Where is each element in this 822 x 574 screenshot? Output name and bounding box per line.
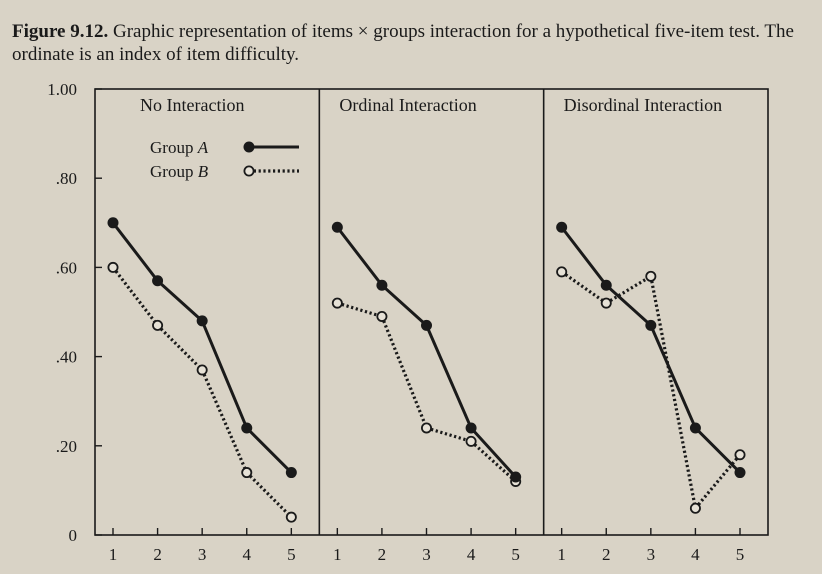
series-segment xyxy=(156,324,204,372)
figure-label: Figure 9.12. xyxy=(12,21,109,42)
data-point-group-a xyxy=(600,279,612,291)
series-group-b xyxy=(556,266,746,514)
data-point-group-a xyxy=(152,275,164,287)
data-point-group-b xyxy=(196,364,208,376)
data-point-group-a xyxy=(556,221,568,233)
series-segment xyxy=(649,276,697,509)
series-segment xyxy=(469,426,517,479)
x-tick-label: 5 xyxy=(287,545,296,564)
data-point-group-b xyxy=(376,310,388,322)
series-segment xyxy=(156,279,204,323)
series-segment xyxy=(200,320,249,429)
data-point-group-a xyxy=(376,279,388,291)
panel-3: Disordinal Interaction 1 2 3 4 5 xyxy=(556,95,746,564)
panel-2: Ordinal Interaction 1 2 3 4 5 xyxy=(331,95,522,564)
series-segment xyxy=(694,426,742,474)
data-point-group-b xyxy=(556,266,568,278)
series-segment xyxy=(425,324,473,429)
data-point-group-a xyxy=(107,217,119,229)
series-segment xyxy=(426,426,472,443)
series-group-b xyxy=(107,261,297,523)
x-tick-label: 2 xyxy=(378,545,387,564)
data-point-group-b xyxy=(241,467,253,479)
series-segment xyxy=(470,440,517,483)
y-tick-label: 0 xyxy=(69,526,78,545)
data-point-group-a xyxy=(510,471,522,483)
x-tick-label: 2 xyxy=(153,545,162,564)
series-segment xyxy=(336,301,383,318)
legend-marker xyxy=(243,165,255,177)
data-point-group-b xyxy=(152,319,164,331)
data-point-group-a xyxy=(196,315,208,327)
y-tick-label: 1.00 xyxy=(47,80,77,99)
x-tick-label: 1 xyxy=(109,545,118,564)
data-point-group-b xyxy=(420,422,432,434)
plot-frame xyxy=(94,88,769,536)
x-tick-label: 4 xyxy=(691,545,700,564)
series-segment xyxy=(605,284,652,327)
series-group-a xyxy=(107,217,297,479)
legend-label: Group A xyxy=(150,138,209,157)
legend-marker xyxy=(243,141,255,153)
data-point-group-a xyxy=(734,467,746,479)
series-segment xyxy=(111,266,159,327)
caption-text: Graphic representation of items × groups… xyxy=(12,21,794,65)
data-point-group-b xyxy=(689,502,701,514)
data-point-group-b xyxy=(600,297,612,309)
data-point-group-a xyxy=(241,422,253,434)
x-tick-label: 3 xyxy=(647,545,656,564)
data-point-group-a xyxy=(465,422,477,434)
x-tick-label: 4 xyxy=(243,545,252,564)
x-tick-label: 3 xyxy=(198,545,207,564)
x-tick-label: 2 xyxy=(602,545,611,564)
data-point-group-a xyxy=(421,319,432,331)
series-segment xyxy=(245,471,293,519)
legend: Group A Group B xyxy=(150,138,299,181)
data-point-group-a xyxy=(645,319,657,331)
series-segment xyxy=(111,221,159,282)
series-segment xyxy=(336,226,384,287)
series-segment xyxy=(694,453,742,510)
data-point-group-b xyxy=(645,270,657,282)
series-segment xyxy=(380,284,428,327)
data-point-group-a xyxy=(285,467,297,479)
y-tick-label: .80 xyxy=(56,169,77,188)
data-point-group-b xyxy=(331,297,343,309)
x-tick-label: 4 xyxy=(467,545,476,564)
data-point-group-b xyxy=(107,261,119,273)
series-segment xyxy=(245,426,293,474)
x-tick-label: 3 xyxy=(422,545,431,564)
data-point-group-a xyxy=(689,422,701,434)
series-group-a xyxy=(331,221,522,483)
series-segment xyxy=(560,270,608,305)
x-tick-label: 5 xyxy=(511,545,520,564)
series-segment xyxy=(649,324,697,429)
data-point-group-b xyxy=(734,449,746,461)
y-tick-label: .20 xyxy=(56,437,77,456)
x-tick-label: 5 xyxy=(736,545,745,564)
panel-title: Disordinal Interaction xyxy=(564,95,722,115)
panel-title: Ordinal Interaction xyxy=(339,95,476,115)
series-segment xyxy=(380,315,428,429)
panel-title: No Interaction xyxy=(140,95,244,115)
series-segment xyxy=(605,274,652,305)
panel-1: No Interaction 1 2 3 4 5 xyxy=(107,95,297,564)
figure-caption: Figure 9.12. Graphic representation of i… xyxy=(12,20,812,66)
x-tick-label: 1 xyxy=(333,545,342,564)
data-point-group-b xyxy=(285,511,297,523)
data-point-group-a xyxy=(331,221,343,233)
data-point-group-b xyxy=(465,435,477,447)
series-segment xyxy=(560,226,608,287)
legend-label: Group B xyxy=(150,162,209,181)
series-group-a xyxy=(556,221,746,479)
x-tick-label: 1 xyxy=(557,545,566,564)
y-tick-label: .40 xyxy=(56,348,77,367)
y-tick-label: .60 xyxy=(56,258,77,277)
series-segment xyxy=(200,369,249,474)
